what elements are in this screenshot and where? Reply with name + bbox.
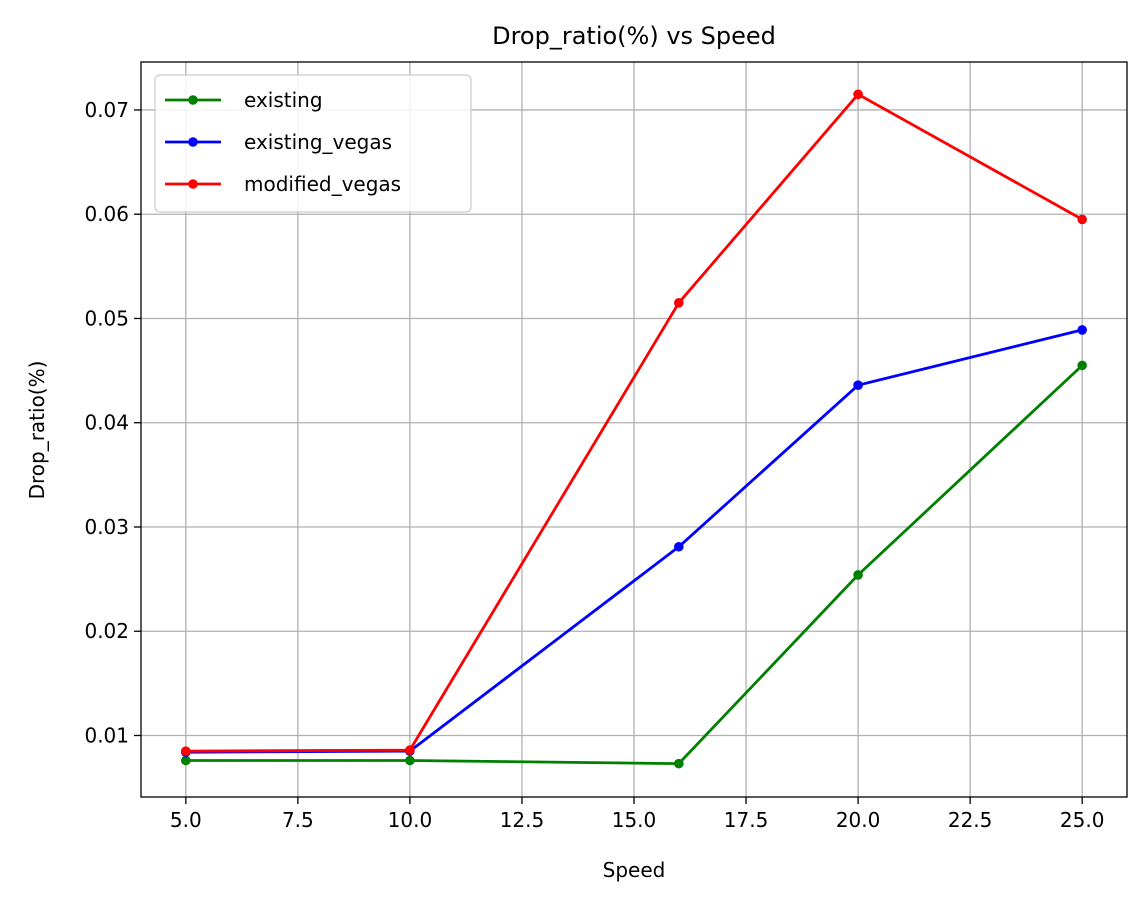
y-axis-title: Drop_ratio(%) [25,361,49,500]
data-point [1077,214,1087,225]
data-point [181,746,191,756]
x-tick-label: 7.5 [282,808,314,832]
x-tick-label: 10.0 [388,808,433,832]
data-point [1077,325,1087,335]
legend-swatch-marker [188,95,198,105]
x-tick-label: 22.5 [948,808,993,832]
series-modified-vegas [181,89,1087,756]
legend-swatch-marker [188,137,198,147]
data-point [405,745,415,755]
x-tick-label: 25.0 [1060,808,1105,832]
y-tick-label: 0.01 [84,723,129,747]
y-tick-label: 0.06 [84,202,129,226]
x-tick-label: 17.5 [724,808,769,832]
series-layer [181,89,1087,769]
x-tick-label: 5.0 [170,808,202,832]
x-tick-label: 15.0 [612,808,657,832]
data-point [674,541,684,552]
data-point [853,380,863,390]
y-tick-label: 0.02 [84,619,129,643]
data-point [674,298,684,308]
x-axis-title: Speed [603,858,666,882]
y-tick-label: 0.03 [84,515,129,539]
data-point [853,89,863,100]
chart-title: Drop_ratio(%) vs Speed [492,22,776,50]
legend-swatch-marker [188,179,198,189]
legend-label: existing [244,88,323,112]
data-point [405,755,415,766]
x-tick-label: 12.5 [500,808,545,832]
legend-label: existing_vegas [244,130,392,154]
legend-label: modified_vegas [244,172,401,196]
y-tick-label: 0.04 [84,411,129,435]
y-tick-label: 0.05 [84,306,129,330]
data-point [181,755,191,766]
data-point [674,758,684,769]
series-existing [181,360,1087,769]
axis-ticks: 5.0 7.5 10.0 12.5 15.0 17.5 20.0 22.5 25.0 0.01 0.… [84,98,1104,832]
x-tick-label: 20.0 [836,808,881,832]
data-point [853,570,863,580]
y-tick-label: 0.07 [84,98,129,122]
legend: existing existing_vegas modified_vegas [154,74,472,213]
legend-box [154,74,472,213]
data-point [1077,360,1087,371]
